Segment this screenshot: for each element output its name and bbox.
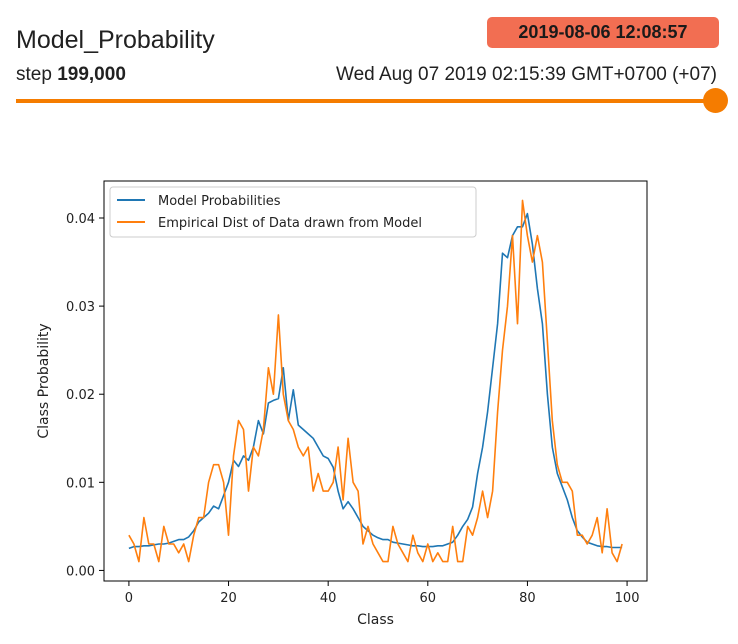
y-tick-label: 0.04	[66, 212, 95, 227]
y-tick-label: 0.03	[66, 300, 95, 315]
y-tick-label: 0.01	[66, 476, 95, 491]
step-label: step	[16, 64, 52, 85]
legend-entry: Empirical Dist of Data drawn from Model	[158, 216, 422, 231]
axes-frame	[103, 180, 648, 582]
card-title: Model_Probability	[16, 26, 215, 54]
step-slider-track[interactable]	[16, 99, 716, 103]
step-value: 199,000	[57, 64, 126, 85]
x-axis-label: Class	[357, 612, 394, 628]
legend-box	[109, 186, 477, 238]
series-line-empirical-dist	[128, 199, 623, 563]
series-line-model-probabilities	[128, 212, 623, 550]
x-tick-label: 80	[519, 591, 536, 606]
step-readout: step 199,000	[16, 64, 126, 86]
step-slider-handle[interactable]	[703, 88, 728, 113]
x-tick-label: 60	[420, 591, 437, 606]
y-tick-label: 0.02	[66, 388, 95, 403]
y-axis-label: Class Probability	[36, 323, 52, 438]
legend-entry: Model Probabilities	[158, 194, 281, 209]
series-layer	[128, 199, 623, 563]
x-tick-label: 40	[320, 591, 337, 606]
x-tick-label: 100	[615, 591, 640, 606]
x-tick-label: 0	[125, 591, 133, 606]
wall-time: Wed Aug 07 2019 02:15:39 GMT+0700 (+07)	[336, 64, 717, 85]
time-tooltip-badge: 2019-08-06 12:08:57	[487, 17, 719, 48]
tick-layer: 0 20 40 60 80 100 0.00 0.01 0.02 0.03 0.04	[66, 212, 639, 606]
legend: Model Probabilities Empirical Dist of Dat…	[109, 186, 477, 238]
y-tick-label: 0.00	[66, 564, 95, 579]
x-tick-label: 20	[220, 591, 237, 606]
